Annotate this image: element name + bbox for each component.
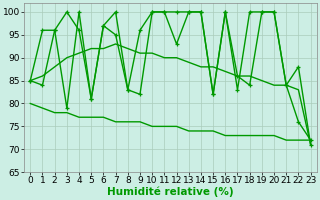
- X-axis label: Humidité relative (%): Humidité relative (%): [107, 187, 234, 197]
